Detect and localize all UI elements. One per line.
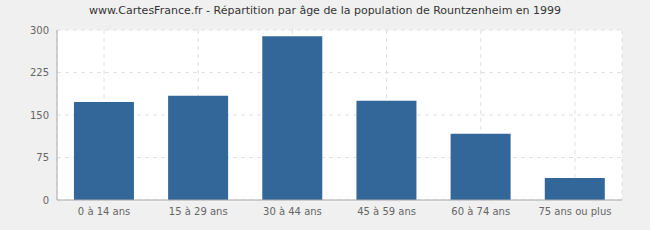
svg-text:75: 75 xyxy=(36,152,49,163)
svg-text:60 à 74 ans: 60 à 74 ans xyxy=(451,206,510,217)
svg-text:0: 0 xyxy=(43,195,49,206)
svg-text:30 à 44 ans: 30 à 44 ans xyxy=(263,206,322,217)
svg-text:300: 300 xyxy=(30,25,49,36)
svg-text:15 à 29 ans: 15 à 29 ans xyxy=(169,206,228,217)
svg-text:75 ans ou plus: 75 ans ou plus xyxy=(538,206,611,217)
html-text:www.CartesFrance.fr - Répartit: www.CartesFrance.fr - Répartition par âg… xyxy=(88,4,562,17)
svg-text:150: 150 xyxy=(30,110,49,121)
svg-text:225: 225 xyxy=(30,67,49,78)
svg-text:45 à 59 ans: 45 à 59 ans xyxy=(357,206,416,217)
svg-text:0 à 14 ans: 0 à 14 ans xyxy=(78,206,130,217)
